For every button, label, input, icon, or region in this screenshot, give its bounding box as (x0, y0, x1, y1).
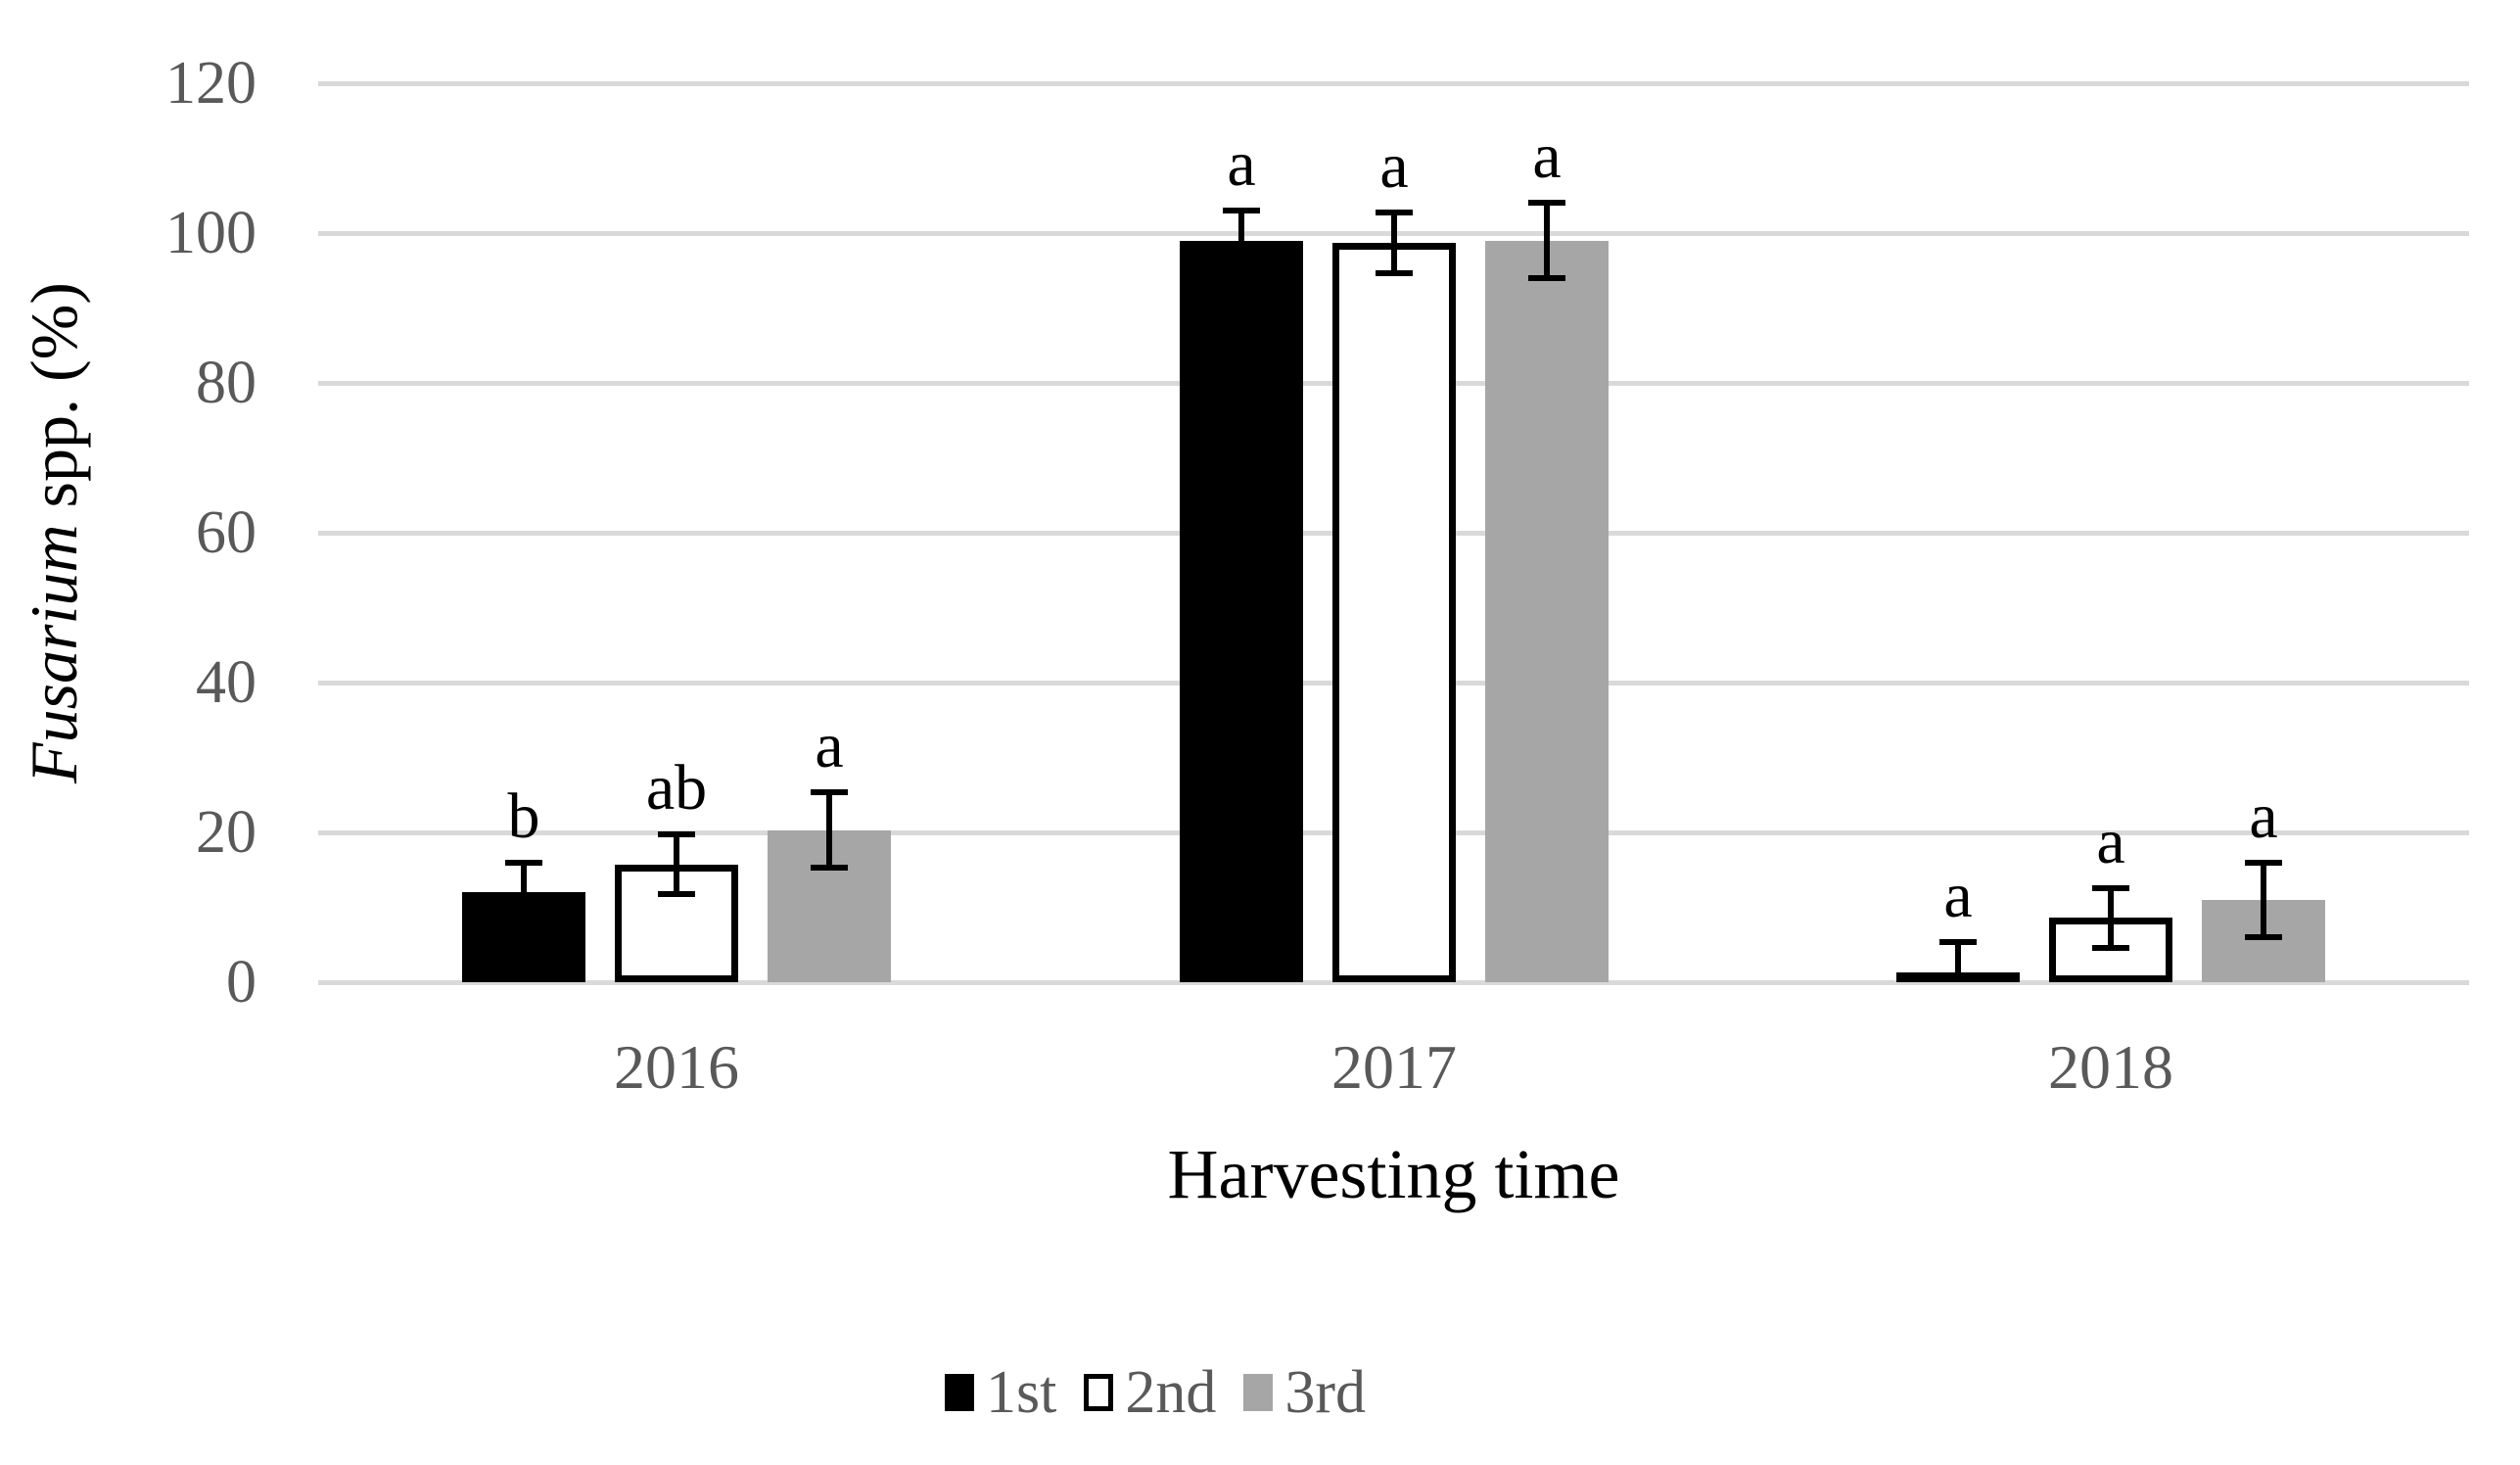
legend-label-3rd: 3rd (1284, 1359, 1367, 1426)
legend-marker-2nd (1084, 1374, 1114, 1411)
y-tick-label: 120 (165, 50, 257, 117)
error-bar-cap-top-3rd-2016 (811, 789, 848, 795)
legend-item-1st: 1st (945, 1362, 1056, 1423)
error-bar-cap-bottom-3rd-2018 (2245, 934, 2282, 940)
error-bar-cap-bottom-2nd-2018 (2092, 945, 2129, 951)
bar-3rd-2017 (1485, 241, 1609, 982)
legend-marker-1st (945, 1374, 974, 1411)
error-bar-cap-top-3rd-2018 (2245, 860, 2282, 866)
x-tick-label-2018: 2018 (2048, 1032, 2173, 1102)
legend-marker-3rd (1243, 1374, 1274, 1411)
error-bar-line-2nd-2017 (1391, 213, 1397, 272)
significance-letter-1st-2018: a (1943, 860, 1973, 931)
bar-2nd-2017 (1332, 243, 1456, 982)
significance-letter-2nd-2016: ab (645, 752, 708, 824)
error-bar-line-1st-2018 (1955, 942, 1961, 972)
significance-letter-3rd-2018: a (2249, 780, 2278, 852)
error-bar-cap-top-1st-2016 (505, 860, 542, 866)
error-bar-cap-top-1st-2017 (1223, 208, 1260, 213)
y-tick-label: 80 (196, 350, 257, 416)
gridline-y-0 (318, 980, 2469, 985)
error-bar-cap-top-2nd-2016 (658, 831, 695, 837)
error-bar-line-1st-2016 (521, 863, 527, 893)
significance-letter-3rd-2016: a (815, 710, 844, 781)
x-axis-title: Harvesting time (1167, 1135, 1620, 1213)
legend: 1st 2nd 3rd (945, 1362, 1366, 1423)
significance-letter-2nd-2017: a (1379, 130, 1409, 202)
y-tick-label: 0 (226, 949, 257, 1016)
legend-label-2nd: 2nd (1125, 1359, 1217, 1426)
x-tick-label-2016: 2016 (614, 1032, 739, 1102)
legend-label-1st: 1st (986, 1359, 1057, 1426)
error-bar-line-3rd-2018 (2261, 863, 2266, 938)
error-bar-line-3rd-2017 (1544, 203, 1550, 278)
y-tick-label: 20 (196, 799, 257, 866)
significance-letter-1st-2016: b (507, 780, 540, 852)
error-bar-cap-top-1st-2018 (1939, 939, 1977, 945)
legend-item-3rd: 3rd (1243, 1362, 1366, 1423)
error-bar-cap-top-2nd-2017 (1376, 210, 1413, 215)
y-tick-label: 60 (196, 499, 257, 566)
significance-letter-3rd-2017: a (1532, 120, 1562, 192)
error-bar-cap-bottom-3rd-2016 (811, 865, 848, 871)
legend-item-2nd: 2nd (1084, 1362, 1216, 1423)
error-bar-cap-top-2nd-2018 (2092, 885, 2129, 891)
bar-1st-2016 (462, 892, 585, 982)
bar-1st-2017 (1180, 241, 1303, 982)
y-tick-label: 100 (165, 200, 257, 266)
significance-letter-1st-2017: a (1227, 128, 1256, 200)
significance-letter-2nd-2018: a (2096, 806, 2125, 877)
bar-1st-2018 (1896, 972, 2020, 982)
gridline-y-120 (318, 81, 2469, 86)
error-bar-cap-bottom-2nd-2016 (658, 891, 695, 897)
error-bar-line-3rd-2016 (826, 792, 832, 868)
error-bar-cap-bottom-3rd-2017 (1528, 275, 1565, 281)
y-tick-label: 40 (196, 649, 257, 716)
error-bar-line-2nd-2016 (674, 834, 679, 894)
error-bar-line-2nd-2018 (2108, 888, 2114, 948)
error-bar-cap-bottom-2nd-2017 (1376, 270, 1413, 276)
error-bar-line-1st-2017 (1238, 211, 1244, 241)
x-tick-label-2017: 2017 (1331, 1032, 1457, 1102)
error-bar-cap-top-3rd-2017 (1528, 200, 1565, 206)
